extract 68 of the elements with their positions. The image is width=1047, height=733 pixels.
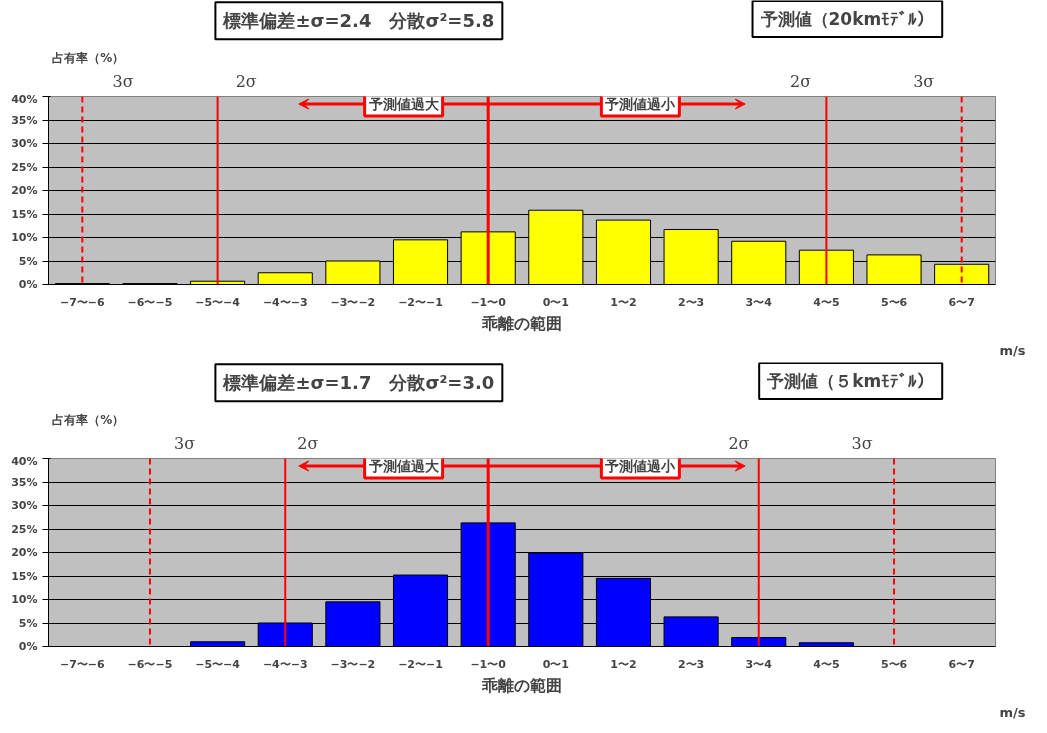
y-tick-label: 0% <box>18 278 38 291</box>
y-axis-title: 占有率（%） <box>52 412 125 427</box>
y-tick-label: 0% <box>18 640 38 653</box>
y-tick-label: 25% <box>11 160 38 174</box>
text: m/s <box>999 342 1026 358</box>
annotation: 予測値過小 <box>604 458 677 475</box>
x-tick-label: −2〜−1 <box>398 657 443 671</box>
y-tick-label: 40% <box>11 92 38 106</box>
ref-line-label: 2σ <box>235 71 257 91</box>
y-tick-label: 35% <box>11 113 38 127</box>
y-tick-label: 5% <box>18 254 38 268</box>
y-tick-label: 5% <box>18 616 38 630</box>
ref-line-label: 3σ <box>851 433 873 453</box>
x-axis-title: 乖離の範囲 <box>481 675 562 695</box>
annotation: 予測値過小 <box>604 96 677 113</box>
x-tick-label: −3〜−2 <box>330 295 376 309</box>
y-tick-label: 40% <box>11 454 38 468</box>
x-tick-label: 4〜5 <box>813 657 840 671</box>
x-tick-label: 5〜6 <box>880 657 908 671</box>
x-tick-label: −7〜−6 <box>59 295 106 309</box>
x-tick-label: 5〜6 <box>880 295 908 309</box>
y-tick-label: 10% <box>11 231 38 244</box>
x-tick-label: 6〜7 <box>948 657 975 671</box>
ref-line-label: 2σ <box>297 433 319 453</box>
y-tick-label: 20% <box>11 546 38 559</box>
ref-line-label: 3σ <box>112 71 134 91</box>
ref-line-label: 3σ <box>174 433 196 453</box>
y-tick-label: 10% <box>11 593 38 606</box>
x-tick-label: −4〜−3 <box>262 295 308 309</box>
x-tick-label: −2〜−1 <box>398 295 443 309</box>
x-tick-label: 2〜3 <box>677 295 705 309</box>
y-tick-label: 30% <box>11 137 38 150</box>
y-tick-label: 15% <box>11 207 38 221</box>
y-tick-label: 20% <box>11 184 38 197</box>
chart-title: 標準偏差±σ=1.7 分散σ²=3.0 <box>222 372 495 394</box>
y-tick-label: 15% <box>11 569 38 583</box>
x-tick-label: 1〜2 <box>610 295 637 309</box>
x-tick-label: −4〜−3 <box>262 657 308 671</box>
x-tick-label: 1〜2 <box>610 657 637 671</box>
x-tick-label: 2〜3 <box>677 657 705 671</box>
annotation: 予測値過大 <box>367 458 440 475</box>
y-axis-title: 占有率（%） <box>52 50 125 65</box>
x-tick-label: −5〜−4 <box>195 295 241 309</box>
x-tick-label: 4〜5 <box>813 295 840 309</box>
ref-line-label: 2σ <box>789 71 812 91</box>
y-tick-label: 25% <box>11 522 38 536</box>
x-tick-label: 0〜1 <box>542 657 569 671</box>
x-tick-label: −7〜−6 <box>59 657 106 671</box>
x-tick-label: 3〜4 <box>745 295 773 309</box>
x-tick-label: 0〜1 <box>542 295 569 309</box>
ref-line-label: 2σ <box>728 433 750 453</box>
text: m/s <box>999 704 1026 720</box>
x-tick-label: 3〜4 <box>745 657 773 671</box>
chart-subtitle: 予測値（５kmﾓﾃﾞﾙ） <box>766 370 935 391</box>
x-tick-label: −3〜−2 <box>330 657 376 671</box>
ref-line-label: 3σ <box>913 71 935 91</box>
y-tick-label: 35% <box>11 475 38 489</box>
chart-title: 標準偏差±σ=2.4 分散σ²=5.8 <box>222 10 495 32</box>
x-tick-label: −6〜−5 <box>127 295 173 309</box>
x-tick-label: 6〜7 <box>948 295 975 309</box>
chart-subtitle: 予測値（20kmﾓﾃﾞﾙ） <box>759 8 935 29</box>
annotation: 予測値過大 <box>367 96 440 113</box>
x-tick-label: −6〜−5 <box>127 657 173 671</box>
x-axis-title: 乖離の範囲 <box>481 313 562 333</box>
x-tick-label: −1〜0 <box>470 657 507 671</box>
x-tick-label: −1〜0 <box>470 295 507 309</box>
y-tick-label: 30% <box>11 499 38 512</box>
x-tick-label: −5〜−4 <box>195 657 241 671</box>
